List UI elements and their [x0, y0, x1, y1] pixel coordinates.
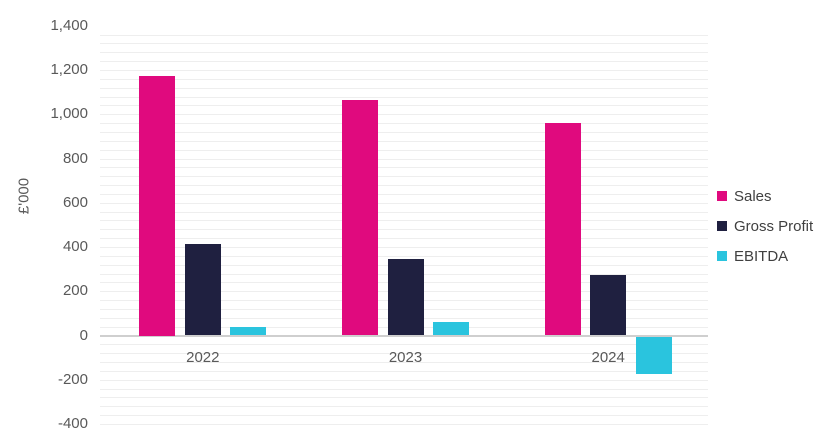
y-tick-label: 1,400	[50, 16, 88, 34]
gridline	[100, 370, 708, 372]
gridline	[100, 229, 708, 231]
gridline	[100, 123, 708, 125]
gridline	[100, 105, 708, 107]
y-tick-label: -200	[57, 370, 88, 388]
gridline	[100, 397, 708, 399]
legend-swatch-gross-profit	[717, 221, 727, 231]
y-tick-label: 800	[62, 149, 88, 167]
bar-ebitda-2022	[230, 326, 267, 336]
bar-gross-profit-2024	[590, 274, 627, 336]
y-tick-label: 200	[62, 282, 88, 300]
gridline	[100, 344, 708, 346]
y-tick-label: 1,200	[50, 61, 88, 78]
legend-label: EBITDA	[734, 247, 789, 265]
gridline	[100, 176, 708, 178]
bar-sales-2022	[139, 75, 176, 336]
gridline	[100, 406, 708, 408]
gridline	[100, 353, 708, 355]
gridline	[100, 87, 708, 89]
gridline	[100, 185, 708, 187]
gridline	[100, 34, 708, 36]
y-tick-label: 600	[62, 193, 88, 211]
gridline	[100, 61, 708, 63]
gridline	[100, 140, 708, 142]
legend-item-gross-profit: Gross Profit	[717, 215, 813, 237]
gridline	[100, 52, 708, 54]
gridline	[100, 43, 708, 45]
y-tick-label: 1,000	[50, 105, 88, 123]
gridline	[100, 415, 708, 417]
gridline	[100, 158, 708, 160]
gridline	[100, 131, 708, 133]
x-tick-label: 2023	[388, 349, 423, 366]
gridline	[100, 424, 708, 425]
gridline	[100, 114, 708, 116]
legend-item-sales: Sales	[717, 185, 813, 207]
legend-swatch-sales	[717, 191, 727, 201]
legend: Sales Gross Profit EBITDA	[717, 185, 813, 275]
gridline	[100, 379, 708, 381]
legend-item-ebitda: EBITDA	[717, 245, 813, 267]
gridline	[100, 202, 708, 204]
gridline	[100, 211, 708, 213]
x-axis-line	[100, 334, 708, 337]
gridline	[100, 362, 708, 364]
gridline	[100, 78, 708, 80]
bar-ebitda-2023	[433, 322, 469, 336]
gridline	[100, 247, 708, 248]
bar-sales-2023	[342, 99, 378, 336]
gridline	[100, 149, 708, 151]
gridline	[100, 167, 708, 169]
x-tick-label: 2024	[591, 349, 625, 366]
legend-label: Gross Profit	[734, 217, 814, 235]
gridline	[100, 238, 708, 240]
y-tick-label: -400	[57, 415, 88, 432]
legend-label: Sales	[734, 187, 772, 205]
bar-gross-profit-2022	[184, 243, 221, 336]
y-tick-label: 400	[62, 238, 88, 255]
gridline	[100, 220, 708, 222]
gridline	[100, 70, 708, 71]
bar-gross-profit-2023	[387, 259, 424, 336]
bar-ebitda-2024	[635, 336, 672, 375]
gridline	[100, 255, 708, 257]
legend-swatch-ebitda	[717, 251, 727, 261]
gridline	[100, 96, 708, 98]
bar-sales-2024	[544, 123, 581, 336]
y-tick-label: 0	[79, 326, 88, 344]
gridline	[100, 388, 708, 390]
gridline	[100, 193, 708, 195]
x-tick-label: 2022	[186, 349, 220, 366]
